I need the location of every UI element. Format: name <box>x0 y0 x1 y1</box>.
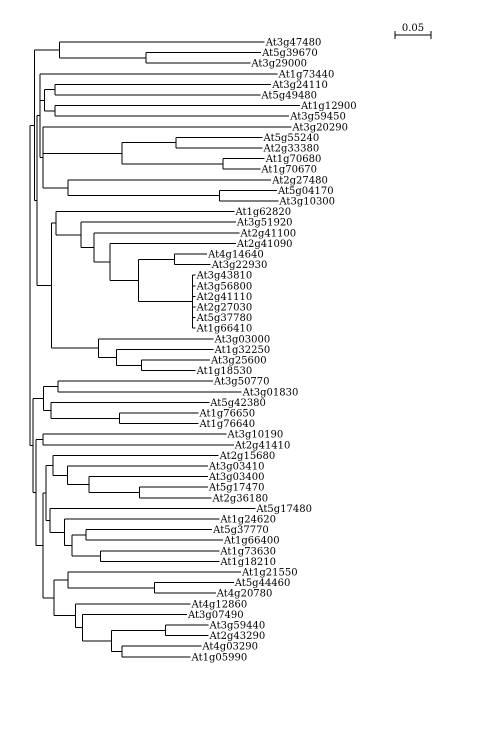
leaf-label: At3g59450 <box>289 112 346 123</box>
leaf-label: At2g41110 <box>196 292 253 303</box>
leaf-label: At3g50770 <box>213 377 270 388</box>
leaf-label: At1g73630 <box>219 546 276 557</box>
leaf-label: At1g18530 <box>196 366 253 377</box>
leaf-label: At3g51920 <box>236 218 293 229</box>
leaf-label: At1g62820 <box>234 207 291 218</box>
leaf-label: At2g15680 <box>219 451 276 462</box>
scale-bar-label: 0.05 <box>402 23 424 34</box>
leaf-label: At3g10190 <box>227 430 284 441</box>
scale-bar: 0.05 <box>394 23 432 39</box>
leaf-label: At5g37780 <box>196 313 253 324</box>
leaf-label: At2g33380 <box>263 144 320 155</box>
leaf-label: At3g07490 <box>187 610 244 621</box>
leaf-label: At5g04170 <box>277 186 334 197</box>
leaf-label: At1g24620 <box>219 515 276 526</box>
leaf-label: At2g43290 <box>209 631 266 642</box>
leaf-label: At3g01830 <box>242 387 299 398</box>
leaf-label: At1g70680 <box>265 154 322 165</box>
leaf-label: At1g12900 <box>300 101 357 112</box>
leaf-label: At4g20780 <box>216 589 273 600</box>
leaf-label: At5g44460 <box>234 578 291 589</box>
leaf-label: At1g66400 <box>223 536 280 547</box>
leaf-label: At3g03410 <box>208 462 265 473</box>
leaf-label: At2g41090 <box>236 239 293 250</box>
leaf-label: At4g12860 <box>191 599 248 610</box>
leaf-label: At1g32250 <box>214 345 271 356</box>
leaf-label: At5g42380 <box>209 398 266 409</box>
leaf-label: At1g18210 <box>219 557 276 568</box>
leaf-label: At1g21550 <box>241 568 298 579</box>
leaf-label: At1g66410 <box>196 324 253 335</box>
leaf-label: At3g24110 <box>271 80 328 91</box>
leaf-label: At1g73440 <box>278 69 335 80</box>
leaf-label: At5g55240 <box>263 133 320 144</box>
leaf-label: At1g76650 <box>198 409 255 420</box>
leaf-label: At1g76640 <box>198 419 255 430</box>
tree-leaf-labels: At3g47480At5g39670At3g29000At1g73440At3g… <box>187 38 357 664</box>
leaf-label: At2g27480 <box>271 175 328 186</box>
leaf-label: At3g20290 <box>291 122 348 133</box>
leaf-label: At2g36180 <box>211 493 268 504</box>
leaf-label: At5g17470 <box>208 483 265 494</box>
leaf-label: At3g29000 <box>250 59 307 70</box>
leaf-label: At3g03400 <box>208 472 265 483</box>
leaf-label: At5g39670 <box>261 48 318 59</box>
leaf-label: At2g41100 <box>240 228 297 239</box>
leaf-label: At3g10300 <box>278 197 335 208</box>
leaf-label: At3g25600 <box>210 356 267 367</box>
leaf-label: At3g22930 <box>211 260 268 271</box>
leaf-label: At5g49480 <box>260 91 317 102</box>
leaf-label: At5g37770 <box>212 525 269 536</box>
leaf-label: At3g47480 <box>265 38 322 49</box>
leaf-label: At3g43810 <box>196 271 253 282</box>
leaf-label: At3g56800 <box>196 281 253 292</box>
leaf-label: At2g41410 <box>234 440 291 451</box>
leaf-label: At3g59440 <box>209 621 266 632</box>
tree-branches <box>29 41 300 658</box>
leaf-label: At1g05990 <box>191 652 248 663</box>
leaf-label: At4g03290 <box>201 642 258 653</box>
leaf-label: At2g27030 <box>196 303 253 314</box>
leaf-label: At5g17480 <box>255 504 312 515</box>
leaf-label: At4g14640 <box>207 250 264 261</box>
leaf-label: At1g70670 <box>260 165 317 176</box>
leaf-label: At3g03000 <box>214 334 271 345</box>
